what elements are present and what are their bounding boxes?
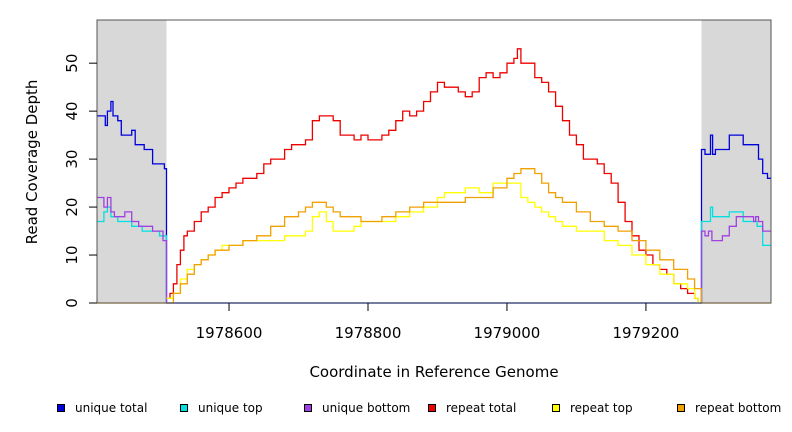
legend-swatch-repeat-bottom [677,404,685,412]
legend-swatch-repeat-total [428,404,436,412]
legend-label: repeat top [570,401,633,415]
shaded-regions [97,20,771,303]
x-tick-label: 1978800 [335,324,402,342]
legend-item-repeat-bottom: repeat bottom [677,398,781,418]
y-tick-label: 10 [63,245,81,264]
legend-item-repeat-total: repeat total [428,398,516,418]
y-tick-label: 20 [63,198,81,217]
legend-label: unique bottom [322,401,411,415]
y-tick-label: 0 [63,298,81,308]
series-line-repeat-total [166,48,699,303]
legend-swatch-unique-total [57,404,65,412]
series-line-unique-bottom [97,196,771,304]
legend-label: repeat total [446,401,517,415]
y-tick-label: 40 [63,102,81,121]
x-tick-label: 1979200 [613,324,680,342]
x-tick-label: 1978600 [196,324,263,342]
legend-item-unique-top: unique top [180,398,263,418]
legend-item-unique-bottom: unique bottom [304,398,410,418]
shaded-region-2 [701,20,771,303]
x-axis-label: Coordinate in Reference Genome [309,363,558,381]
legend-swatch-repeat-top [552,404,560,412]
legend-swatch-unique-bottom [304,404,312,412]
coverage-chart: 1978600 1978800 1979000 1979200 0 10 20 30 40 50… [23,19,772,381]
legend-item-unique-total: unique total [57,398,147,418]
x-tick-label: 1979000 [474,324,541,342]
shaded-region-1 [97,20,167,303]
y-tick-label: 30 [63,150,81,169]
y-axis-label: Read Coverage Depth [23,80,41,245]
plot-frame [96,19,772,304]
legend-label: repeat bottom [695,401,782,415]
y-axis: 0 10 20 30 40 50 [63,54,97,308]
legend-label: unique top [198,401,263,415]
y-tick-label: 50 [63,54,81,73]
x-axis: 1978600 1978800 1979000 1979200 [196,303,680,342]
series-line-repeat-bottom [97,168,771,304]
legend-item-repeat-top: repeat top [552,398,633,418]
legend: unique total unique top unique bottom re… [0,398,792,420]
series-layer [97,48,771,304]
legend-label: unique total [75,401,148,415]
legend-swatch-unique-top [180,404,188,412]
